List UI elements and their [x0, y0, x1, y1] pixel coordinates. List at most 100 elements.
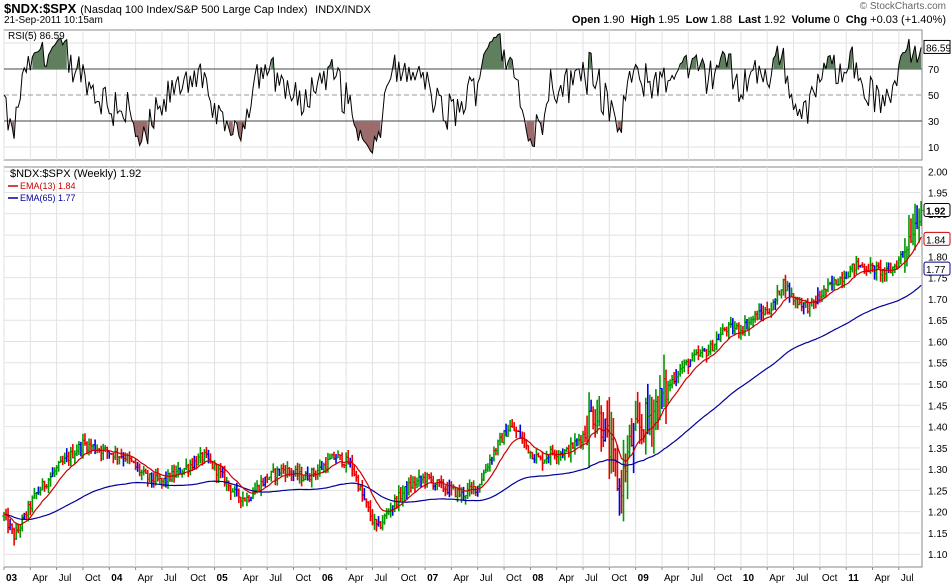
rsi-overbought-fill	[271, 57, 274, 69]
rsi-oversold-fill	[228, 121, 233, 136]
quote-label: Volume	[791, 14, 834, 26]
x-tick-label: Oct	[296, 573, 312, 584]
price-tick-label: 1.35	[928, 444, 948, 455]
price-bar	[919, 201, 924, 226]
rsi-tick-label: 30	[928, 117, 940, 128]
x-tick-label: Apr	[138, 573, 154, 584]
quote-label: Last	[738, 14, 764, 26]
quote-value: 1.90	[603, 14, 628, 26]
rsi-legend: RSI(5) 86.59	[8, 31, 65, 42]
legend-entry: $NDX:$SPX (Weekly) 1.92	[10, 168, 141, 180]
rsi-tick-label: 70	[928, 65, 940, 76]
rsi-line	[3, 33, 922, 155]
price-tick-label: 1.10	[928, 550, 948, 561]
quote-low: Low 1.88	[686, 14, 736, 26]
x-tick-label: Apr	[769, 573, 785, 584]
rsi-overbought-fill	[823, 54, 835, 69]
x-axis: 03 Apr Jul Oct 04 Apr Jul Oct 05 Apr Jul Oct 06 Apr Ju…	[3, 567, 914, 584]
rsi-overbought-fill	[690, 55, 697, 69]
symbol-description: (Nasdaq 100 Index/S&P 500 Large Cap Inde…	[80, 4, 308, 16]
price-tick-label: 1.30	[928, 465, 948, 476]
quote-label: High	[630, 14, 659, 26]
watermark: © StockCharts.com	[859, 1, 946, 12]
rsi-overbought-fill	[481, 33, 505, 69]
price-tick-label: 1.40	[928, 423, 948, 434]
x-tick-label: Jul	[269, 573, 282, 584]
x-tick-label: Jul	[480, 573, 493, 584]
x-tick-label: Apr	[664, 573, 680, 584]
x-tick-label: Oct	[190, 573, 206, 584]
x-tick-label: 03	[6, 573, 18, 584]
x-tick-label: Apr	[243, 573, 259, 584]
quote-high: High 1.95	[631, 14, 683, 26]
ema65-label: 1.77	[926, 265, 946, 276]
ema65-line	[3, 284, 922, 521]
rsi-oversold-fill	[151, 121, 154, 129]
price-tick-label: 1.55	[928, 359, 948, 370]
x-tick-label: 09	[638, 573, 650, 584]
x-tick-label: 06	[322, 573, 334, 584]
x-tick-label: Oct	[506, 573, 522, 584]
rsi-current-box	[923, 39, 951, 54]
price-tick-label: 1.75	[928, 274, 948, 285]
rsi-tick-label: 50	[928, 91, 940, 102]
x-tick-label: 11	[848, 573, 859, 584]
price-tick-label: 1.95	[928, 189, 948, 200]
last-price-label: 1.92	[926, 206, 946, 217]
x-tick-label: Jul	[374, 573, 387, 584]
legend-entry: EMA(13) 1.84	[20, 181, 76, 191]
chart-header: $NDX:$SPX (Nasdaq 100 Index/S&P 500 Large…	[0, 0, 952, 28]
quote-open: Open 1.90	[572, 14, 628, 26]
rsi-overbought-fill	[700, 58, 705, 69]
last-price-label-box	[923, 202, 951, 217]
price-tick-label: 1.15	[928, 529, 948, 540]
ema13-line	[3, 236, 922, 526]
x-tick-label: Jul	[164, 573, 177, 584]
quote-volume: Volume 0	[791, 14, 842, 26]
quote-chg: Chg +0.03 (+1.40%)	[846, 14, 946, 26]
x-tick-label: Jul	[796, 573, 809, 584]
x-tick-label: 10	[743, 573, 755, 584]
x-tick-label: Apr	[559, 573, 575, 584]
quote-value: 0	[833, 14, 843, 26]
x-tick-label: Apr	[348, 573, 364, 584]
x-tick-label: Oct	[85, 573, 101, 584]
x-tick-label: 07	[427, 573, 439, 584]
ema13-label-box	[923, 231, 951, 246]
x-tick-label: Oct	[717, 573, 733, 584]
x-tick-label: Oct	[401, 573, 417, 584]
ema13-label: 1.84	[926, 235, 946, 246]
symbol-label: $NDX:$SPX	[4, 1, 77, 16]
quote-last: Last 1.92	[738, 14, 788, 26]
x-tick-label: Jul	[901, 573, 914, 584]
x-tick-label: 08	[532, 573, 544, 584]
quote-label: Open	[571, 14, 604, 26]
x-tick-label: Jul	[690, 573, 703, 584]
quote-label: Low	[685, 14, 711, 26]
rsi-overbought-fill	[680, 55, 687, 69]
exchange-label: INDX/INDX	[315, 4, 371, 16]
rsi-oversold-fill	[354, 121, 381, 153]
x-tick-label: 04	[111, 573, 123, 584]
quote-value: 1.88	[710, 14, 736, 26]
x-tick-label: 05	[217, 573, 229, 584]
x-tick-label: Oct	[822, 573, 838, 584]
rsi-overbought-fill	[589, 52, 592, 69]
quote-value: 1.95	[658, 14, 683, 26]
x-tick-label: Apr	[453, 573, 469, 584]
price-tick-label: 1.60	[928, 337, 948, 348]
quote-value: +0.03 (+1.40%)	[870, 14, 946, 26]
quote-summary: Open 1.90 High 1.95 Low 1.88 Last 1.92 V…	[572, 14, 946, 26]
price-tick-label: 1.80	[928, 252, 948, 263]
chart-title: $NDX:$SPX (Nasdaq 100 Index/S&P 500 Large…	[4, 1, 371, 16]
x-tick-label: Apr	[32, 573, 48, 584]
legend-entry: EMA(65) 1.77	[20, 193, 76, 203]
ema65-label-box	[923, 261, 951, 276]
price-tick-label: 1.65	[928, 316, 948, 327]
price-tick-label: 1.25	[928, 486, 948, 497]
rsi-tick-label: 10	[928, 143, 940, 154]
x-tick-label: Jul	[59, 573, 72, 584]
price-tick-label: 1.45	[928, 401, 948, 412]
x-tick-label: Oct	[611, 573, 627, 584]
